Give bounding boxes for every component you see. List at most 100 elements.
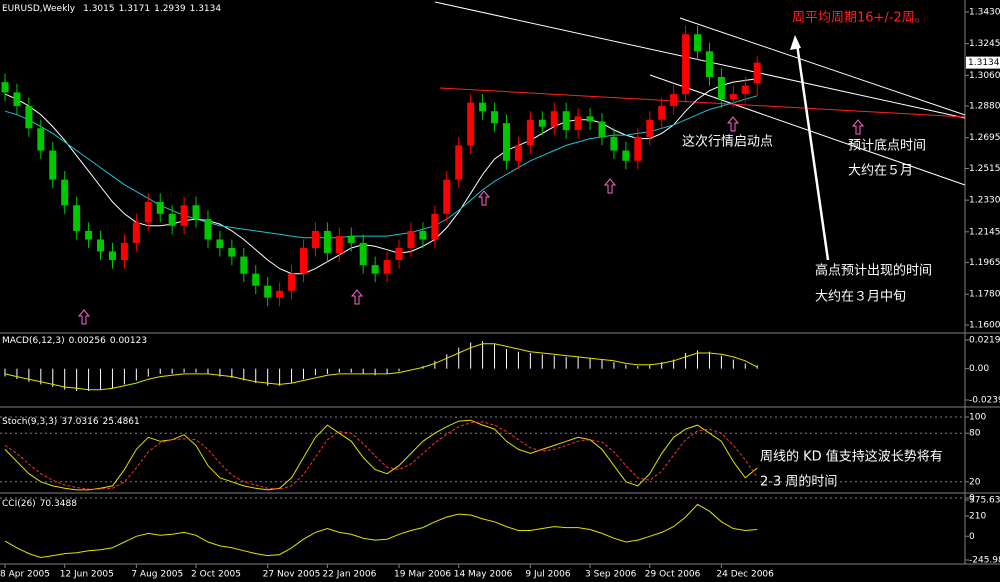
header-close: 1.3134: [190, 4, 222, 14]
y-tick-label: 1.3245: [969, 39, 1000, 49]
candle-body: [240, 256, 248, 274]
indicator-line: [4, 419, 758, 491]
annotation: 预计底点时间: [848, 138, 926, 154]
x-tick-label: 3 Sep 2006: [585, 570, 637, 580]
candle-body: [156, 201, 164, 214]
candle-body: [729, 94, 737, 100]
y-tick-label: 375.633: [969, 496, 1000, 506]
candle-body: [467, 102, 475, 146]
x-tick-label: 8 Apr 2005: [0, 570, 50, 580]
candle-body: [192, 205, 200, 219]
candle-body: [514, 145, 522, 161]
annotation: 周线的 KD 值支持这波长势将有: [760, 449, 943, 465]
candle-body: [634, 136, 642, 161]
candle-body: [670, 94, 678, 107]
header-low: 1.2939: [154, 4, 186, 14]
candle-body: [694, 34, 702, 52]
x-tick-label: 12 Jun 2005: [60, 570, 114, 580]
up-arrow: [726, 116, 740, 132]
candle-body: [705, 51, 713, 77]
x-tick-label: 19 Mar 2006: [394, 570, 451, 580]
candle-body: [431, 213, 439, 240]
last-price-box: [966, 56, 1000, 69]
candle-body: [479, 102, 487, 112]
x-tick-label: 14 May 2006: [454, 570, 513, 580]
candle-body: [682, 34, 690, 95]
candle-body: [741, 85, 749, 95]
annotation: 高点预计出现的时间: [815, 263, 932, 279]
up-arrow: [603, 178, 617, 194]
x-tick-label: 24 Dec 2006: [716, 570, 774, 580]
macd-header: MACD(6,12,3) 0.00256 0.00123: [2, 336, 147, 346]
candle-body: [502, 123, 510, 161]
up-arrow: [851, 119, 865, 135]
candle-body: [371, 265, 379, 274]
trendline: [434, 1, 966, 119]
last-price-label: 1.3134: [968, 58, 1000, 68]
candle-body: [574, 116, 582, 131]
candle-body: [347, 236, 355, 243]
candle-body: [335, 236, 343, 254]
candle-body: [562, 111, 570, 131]
y-tick-label: 1.3060: [969, 71, 1000, 81]
candle-body: [13, 92, 21, 107]
candle-body: [85, 230, 93, 240]
annotation: 大约在５月: [848, 164, 913, 179]
indicator-value: 0.00256: [69, 336, 106, 346]
moving-average: [4, 95, 758, 239]
candle-body: [586, 116, 594, 122]
indicator-value: 0.00123: [110, 336, 147, 346]
y-tick-label: 1.1965: [969, 258, 1000, 268]
candle-body: [610, 136, 618, 151]
candle-body: [132, 222, 140, 243]
candle-body: [276, 290, 284, 298]
indicator-value: 37.0316: [61, 417, 98, 427]
candle-body: [73, 205, 81, 231]
candle-body: [1, 82, 9, 93]
x-tick-label: 29 Oct 2006: [645, 570, 701, 580]
header-high: 1.3171: [119, 4, 151, 14]
candle-body: [538, 119, 546, 127]
annotation: 大约在３月中旬: [815, 290, 906, 305]
moving-average: [4, 78, 758, 275]
y-tick-label: 1.2515: [969, 164, 1000, 174]
y-tick-label: 1.2695: [969, 133, 1000, 143]
arrow-markers: [77, 116, 865, 325]
x-tick-label: 2 Oct 2005: [191, 570, 241, 580]
candle-body: [311, 230, 319, 249]
cci-header: CCI(26) 70.3488: [2, 499, 77, 509]
annotation: 这次行情启动点: [682, 134, 773, 150]
candle-body: [204, 218, 212, 240]
y-tick-label: 0: [969, 532, 975, 542]
candle-body: [300, 248, 307, 274]
indicator-name: Stoch(9,3,3): [2, 417, 57, 427]
candle-body: [526, 119, 534, 146]
candle-body: [359, 242, 367, 266]
stoch-header: Stoch(9,3,3) 37.0316 25.4861: [2, 417, 140, 427]
annotation: 2-3 周的时间: [760, 474, 837, 490]
candle-body: [419, 230, 427, 240]
y-tick-label: 0: [969, 494, 975, 504]
candle-body: [168, 213, 176, 226]
indicator-line: [4, 503, 758, 559]
y-tick-label: 1.1600: [969, 321, 1000, 331]
trendline: [679, 17, 966, 116]
y-tick-label: 20: [969, 477, 981, 487]
y-tick-label: 1.3430: [969, 8, 1000, 18]
x-tick-label: 27 Nov 2005: [263, 570, 321, 580]
annotation: 周平均周期16+/-2周。: [792, 11, 928, 26]
y-tick-label: 0.00: [969, 364, 989, 374]
indicator-value: 25.4861: [103, 417, 140, 427]
candle-body: [622, 150, 630, 161]
y-tick-label: 0.0219: [969, 336, 1000, 346]
x-tick-label: 9 Jul 2006: [525, 570, 570, 580]
candle-body: [443, 179, 451, 214]
candle-body: [252, 273, 260, 286]
x-tick-label: 7 Aug 2005: [131, 570, 183, 580]
y-tick-label: -245.98: [969, 556, 1000, 566]
trendline: [649, 74, 966, 186]
candle-body: [658, 106, 666, 120]
candle-body: [323, 230, 331, 254]
